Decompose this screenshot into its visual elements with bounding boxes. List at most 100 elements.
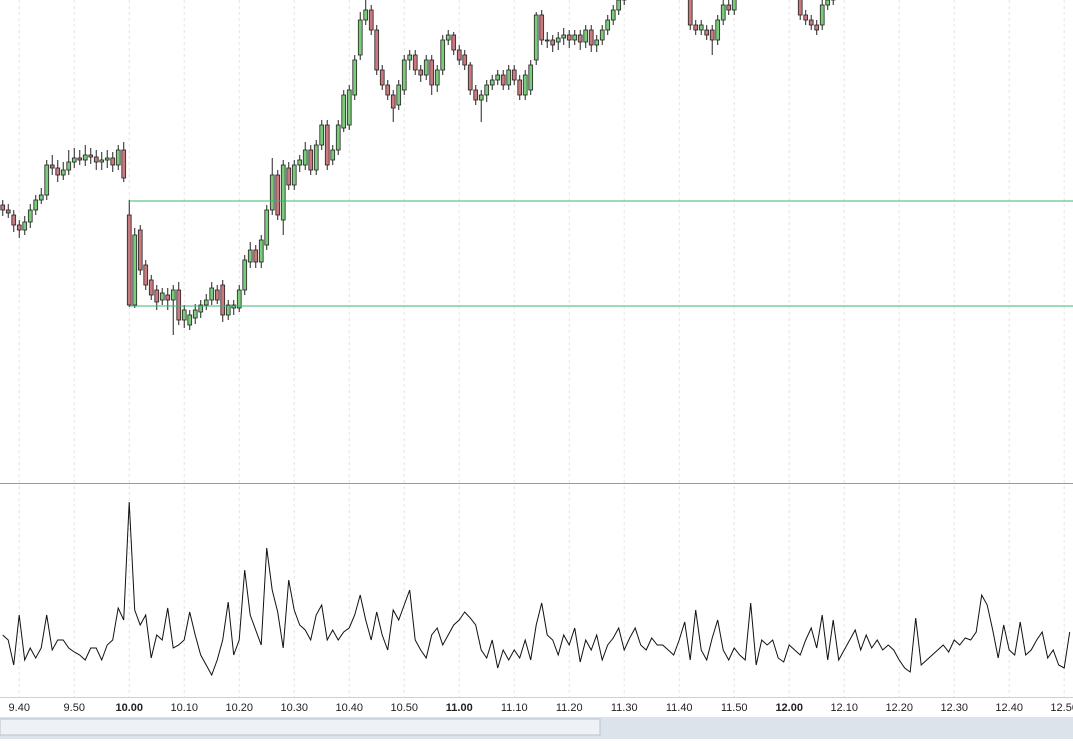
x-tick-label: 10.50 <box>390 702 418 714</box>
candle-body <box>264 209 270 246</box>
x-tick-label: 12.00 <box>775 702 803 714</box>
candle-body <box>484 84 490 96</box>
candle-body <box>825 0 831 6</box>
candle-body <box>726 4 732 11</box>
candle-body <box>88 154 94 158</box>
candle-body <box>390 94 396 109</box>
candle-body <box>423 59 429 76</box>
candle-body <box>154 289 160 303</box>
x-tick-label: 12.10 <box>830 702 858 714</box>
candle-body <box>236 289 242 309</box>
candle-body <box>60 169 66 176</box>
volume-line <box>2 501 1071 677</box>
x-tick-label: 10.40 <box>335 702 363 714</box>
candle-body <box>511 69 517 81</box>
candle-body <box>242 259 248 291</box>
candle-body <box>308 149 314 171</box>
candle-body <box>797 0 803 16</box>
candle-body <box>22 221 28 231</box>
x-tick-label: 11.40 <box>666 702 693 714</box>
candle-body <box>27 209 33 223</box>
candle-body <box>313 144 319 171</box>
candle-body <box>38 194 44 201</box>
candle-body <box>297 159 303 166</box>
x-tick-label: 10.20 <box>225 702 253 714</box>
candle-body <box>522 74 528 96</box>
candle-body <box>704 29 710 36</box>
candle-body <box>610 9 616 21</box>
candle-body <box>110 157 116 166</box>
candle-body <box>93 156 99 163</box>
candle-body <box>368 9 374 31</box>
candle-body <box>11 214 17 226</box>
candle-body <box>495 74 501 81</box>
candle-body <box>0 204 6 211</box>
candle-body <box>396 84 402 106</box>
candle-body <box>808 19 814 26</box>
candle-body <box>357 19 363 56</box>
x-tick-label: 12.20 <box>885 702 913 714</box>
x-tick-label: 11.10 <box>501 702 528 714</box>
candle-body <box>132 234 138 306</box>
candle-body <box>192 309 198 319</box>
candle-body <box>561 34 567 39</box>
candle-body <box>687 0 693 26</box>
scrollbar-thumb[interactable] <box>0 718 601 736</box>
candle-body <box>445 34 451 41</box>
candle-body <box>363 9 369 21</box>
candle-body <box>16 224 22 231</box>
candle-body <box>137 229 143 271</box>
candle-body <box>374 29 380 71</box>
candle-body <box>71 157 77 163</box>
candle-body <box>819 4 825 26</box>
candle-body <box>533 14 539 61</box>
candle-body <box>55 167 61 176</box>
candle-body <box>33 199 39 211</box>
candle-body <box>588 29 594 46</box>
price-panel <box>0 0 1073 335</box>
candle-body <box>198 304 204 313</box>
candle-body <box>77 157 83 161</box>
candle-body <box>440 39 446 71</box>
candle-body <box>434 69 440 86</box>
candle-body <box>401 59 407 91</box>
candle-body <box>709 29 715 41</box>
candle-body <box>462 54 468 66</box>
candle-body <box>49 164 55 169</box>
candle-body <box>566 34 572 41</box>
candle-body <box>555 37 561 43</box>
candle-body <box>500 74 506 86</box>
x-tick-label: 11.00 <box>446 702 473 714</box>
x-tick-label: 9.50 <box>64 702 85 714</box>
candle-body <box>115 149 121 166</box>
candle-body <box>616 0 622 11</box>
candle-body <box>517 79 523 96</box>
candle-body <box>814 24 820 31</box>
candle-body <box>253 249 259 263</box>
x-tick-label: 9.40 <box>9 702 30 714</box>
x-tick-label: 10.00 <box>115 702 143 714</box>
candle-body <box>572 34 578 41</box>
candle-body <box>275 174 281 216</box>
candle-body <box>286 167 292 186</box>
candle-body <box>5 209 11 214</box>
candle-body <box>280 164 286 221</box>
grid <box>18 0 1065 697</box>
candle-body <box>506 69 512 86</box>
candle-body <box>225 304 231 316</box>
candle-body <box>698 24 704 31</box>
candle-body <box>148 279 154 296</box>
x-tick-label: 10.10 <box>170 702 198 714</box>
x-tick-label: 11.20 <box>556 702 583 714</box>
candle-body <box>720 4 726 21</box>
candle-body <box>258 239 264 263</box>
candle-body <box>594 39 600 46</box>
candle-body <box>324 124 330 166</box>
candle-body <box>143 264 149 286</box>
candle-body <box>451 34 457 51</box>
candle-body <box>489 79 495 86</box>
candle-body <box>330 149 336 161</box>
x-tick-label: 12.30 <box>940 702 968 714</box>
